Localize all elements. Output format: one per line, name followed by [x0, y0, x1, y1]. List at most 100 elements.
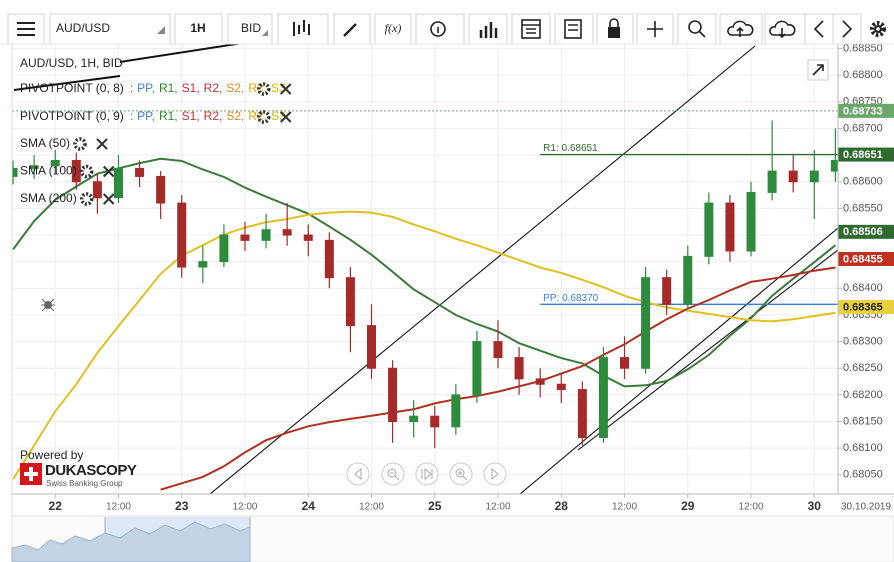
y-tick-label: 0.68200: [843, 389, 883, 401]
remove-icon[interactable]: [280, 83, 292, 95]
level-name: S2,: [226, 109, 244, 123]
settings-icon[interactable]: [73, 137, 87, 151]
price-marker: [838, 252, 894, 267]
candle-body: [240, 234, 250, 241]
x-tick-label: 25: [428, 499, 442, 513]
gear: [79, 164, 94, 179]
info-button[interactable]: [415, 13, 465, 45]
sma-line: [160, 266, 836, 491]
fx: f(x): [385, 21, 402, 35]
remove-icon[interactable]: [102, 165, 115, 178]
symbol-input[interactable]: [49, 13, 171, 45]
navigator: [11, 515, 894, 562]
candle-body: [282, 229, 292, 236]
candle-body: [177, 202, 187, 268]
candle-body: [830, 159, 838, 172]
candles: [12, 120, 838, 449]
sma-line: [12, 210, 836, 480]
remove-icon[interactable]: [102, 193, 115, 205]
candle-body: [767, 170, 777, 193]
candle-body: [704, 202, 714, 257]
x-tick-label: 24: [302, 499, 316, 513]
candle-body: [746, 191, 756, 252]
period-button[interactable]: [174, 13, 223, 45]
candle-body: [219, 234, 229, 263]
candle-body: [29, 165, 39, 169]
price-marker-label: 0.68506: [843, 226, 883, 238]
candle-body: [472, 341, 482, 396]
x-tick-label: 12:00: [106, 502, 131, 513]
navigation-controls: [346, 462, 507, 486]
x-tick-label: 28: [555, 499, 569, 513]
indicators-button[interactable]: [374, 13, 412, 45]
channel-line: [519, 227, 838, 494]
y-tick-label: 0.68300: [843, 336, 883, 348]
candle-body: [725, 202, 735, 252]
legend-entry: SMA (200): [20, 191, 77, 205]
level-name: S2,: [226, 81, 244, 95]
candle-body: [556, 383, 566, 391]
gear: [79, 192, 94, 206]
indicator-label: PIVOTPOINT (0, 9): PP, R1, S1, R2, S2, R3, S3: [20, 109, 286, 123]
candle-body: [135, 167, 145, 177]
y-tick-label: 0.68400: [843, 282, 883, 294]
level-name: R2,: [204, 81, 223, 95]
candle-body: [345, 277, 355, 327]
price-marker: [838, 299, 894, 314]
level-name: S1,: [182, 109, 200, 123]
channel-line: [577, 249, 838, 451]
candle-body: [683, 255, 693, 305]
x-tick-label: 12:00: [485, 502, 510, 513]
tagline: Swiss Banking Group: [46, 479, 123, 488]
symbol: AUD/USD: [56, 21, 110, 35]
y-tick-label: 0.68250: [843, 362, 883, 374]
candle-body: [451, 394, 461, 428]
candle-body: [430, 415, 440, 428]
settings-icon[interactable]: [79, 164, 94, 179]
remove-icon[interactable]: [96, 138, 108, 150]
y-tick-label: 0.68800: [843, 69, 883, 81]
gear: [73, 137, 87, 151]
y-tick-label: 0.68850: [843, 42, 883, 54]
prev-button[interactable]: [804, 13, 834, 45]
zoom-button[interactable]: [677, 13, 717, 45]
price-marker-label: 0.68733: [843, 105, 883, 117]
x-tick-label: 12:00: [612, 502, 637, 513]
side-button[interactable]: [227, 13, 273, 45]
scroll-left[interactable]: [346, 462, 370, 486]
level-name: S1,: [182, 81, 200, 95]
candle-body: [493, 341, 503, 359]
gear-hub: [262, 87, 266, 91]
candle-body: [303, 234, 313, 241]
indicator-name: PIVOTPOINT (0, 8): [20, 81, 124, 95]
settings-icon[interactable]: [256, 110, 271, 124]
brand: DUKASCOPY: [45, 462, 137, 479]
scroll-right[interactable]: [483, 462, 507, 486]
candle-body: [388, 367, 398, 423]
remove-icon[interactable]: [280, 111, 292, 123]
indicator-lines: [12, 110, 838, 491]
candle-body: [662, 277, 672, 305]
level-name: PP,: [137, 109, 155, 123]
legend-entry: SMA (50): [20, 136, 70, 150]
next-button[interactable]: [832, 13, 862, 45]
side: BID: [241, 21, 261, 35]
settings-icon[interactable]: [256, 82, 271, 96]
period: 1H: [190, 21, 205, 35]
settings-icon[interactable]: [79, 192, 94, 206]
settings-button[interactable]: [870, 21, 886, 37]
price-marker-label: 0.68651: [843, 149, 883, 161]
y-tick-label: 0.68100: [843, 442, 883, 454]
news-button[interactable]: [554, 13, 594, 45]
gear: [256, 110, 271, 124]
expand-button[interactable]: [807, 59, 829, 81]
gear-hub: [85, 197, 89, 201]
overlay: 0.68050 0.68100 0.68150 0.68200 0.68250 0.683…: [20, 42, 894, 513]
candle-body: [12, 167, 18, 177]
stats-button[interactable]: [468, 13, 508, 45]
y-tick-label: 0.68550: [843, 202, 883, 214]
download-button[interactable]: [764, 13, 806, 45]
level-name: R1,: [159, 109, 178, 123]
y-tick-label: 0.68050: [843, 469, 883, 481]
